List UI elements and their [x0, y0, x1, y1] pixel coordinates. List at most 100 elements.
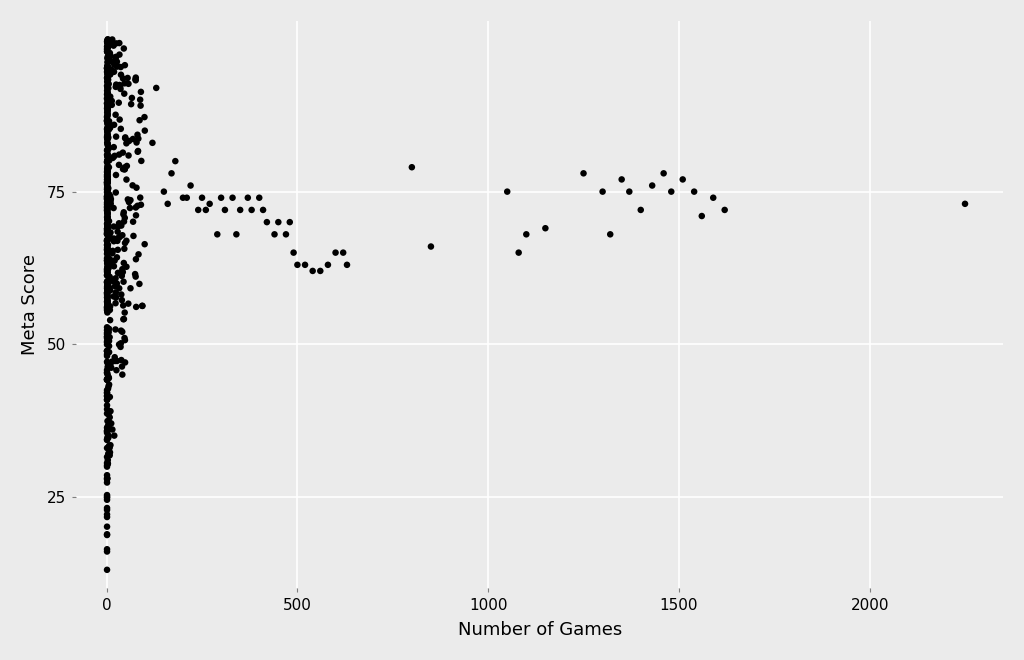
- Point: [99, 302, 116, 312]
- Point: [99, 529, 116, 539]
- Point: [106, 150, 123, 161]
- Point: [99, 201, 116, 212]
- Point: [116, 314, 132, 324]
- Point: [99, 422, 116, 432]
- Point: [120, 79, 136, 89]
- Point: [99, 145, 116, 156]
- Point: [99, 451, 116, 462]
- Point: [112, 81, 128, 92]
- Point: [99, 224, 116, 234]
- Point: [115, 164, 131, 174]
- Point: [99, 184, 116, 195]
- Point: [99, 177, 116, 187]
- Point: [99, 331, 116, 342]
- Point: [99, 203, 116, 213]
- Point: [99, 286, 116, 296]
- Point: [99, 443, 116, 453]
- Point: [101, 48, 118, 58]
- Point: [99, 129, 116, 139]
- Point: [99, 64, 116, 75]
- Point: [111, 339, 127, 350]
- Point: [99, 38, 116, 48]
- Point: [99, 512, 116, 522]
- Point: [99, 455, 116, 465]
- Point: [99, 333, 116, 343]
- Point: [99, 151, 116, 162]
- Point: [99, 281, 116, 292]
- Point: [128, 73, 144, 83]
- Point: [105, 142, 122, 152]
- Point: [113, 325, 129, 336]
- Point: [99, 131, 116, 142]
- Point: [136, 125, 153, 136]
- Point: [99, 166, 116, 176]
- Point: [99, 362, 116, 372]
- Point: [99, 155, 116, 166]
- Point: [99, 101, 116, 112]
- Point: [99, 138, 116, 148]
- Point: [130, 133, 146, 144]
- Point: [99, 255, 116, 266]
- Point: [244, 205, 260, 215]
- Point: [99, 117, 116, 128]
- Point: [99, 171, 116, 182]
- Point: [100, 39, 117, 50]
- Point: [99, 258, 116, 269]
- Point: [101, 305, 118, 315]
- Point: [99, 132, 116, 143]
- Point: [328, 248, 344, 258]
- Point: [99, 127, 116, 137]
- Point: [99, 221, 116, 232]
- Point: [105, 233, 122, 244]
- Point: [99, 36, 116, 47]
- Point: [100, 190, 117, 201]
- Point: [100, 233, 117, 244]
- Point: [99, 130, 116, 141]
- Point: [99, 296, 116, 307]
- Point: [128, 182, 144, 193]
- Point: [99, 265, 116, 276]
- Point: [99, 263, 116, 274]
- Point: [99, 102, 116, 112]
- Point: [109, 56, 125, 67]
- Point: [99, 209, 116, 219]
- Point: [99, 224, 116, 234]
- Point: [99, 391, 116, 401]
- Point: [99, 404, 116, 414]
- Point: [101, 450, 118, 461]
- Point: [116, 88, 132, 99]
- Point: [111, 98, 127, 108]
- Point: [99, 263, 116, 274]
- Point: [121, 150, 137, 161]
- Point: [99, 477, 116, 488]
- Point: [99, 137, 116, 148]
- Point: [99, 249, 116, 259]
- Point: [99, 145, 116, 156]
- Point: [104, 424, 121, 435]
- Point: [99, 284, 116, 294]
- Point: [99, 306, 116, 316]
- Point: [111, 149, 127, 160]
- Point: [99, 244, 116, 255]
- Point: [99, 229, 116, 240]
- Point: [99, 123, 116, 134]
- Point: [100, 183, 117, 193]
- Point: [110, 221, 126, 232]
- Point: [99, 564, 116, 575]
- Point: [99, 400, 116, 411]
- Point: [99, 544, 116, 554]
- Point: [99, 185, 116, 195]
- Point: [99, 92, 116, 103]
- Point: [99, 416, 116, 426]
- Point: [99, 374, 116, 385]
- Point: [602, 229, 618, 240]
- Point: [99, 185, 116, 195]
- Point: [108, 287, 124, 298]
- Point: [99, 530, 116, 541]
- Point: [99, 140, 116, 150]
- Point: [99, 63, 116, 74]
- Point: [99, 510, 116, 520]
- Point: [99, 85, 116, 96]
- Point: [99, 105, 116, 115]
- Point: [99, 176, 116, 187]
